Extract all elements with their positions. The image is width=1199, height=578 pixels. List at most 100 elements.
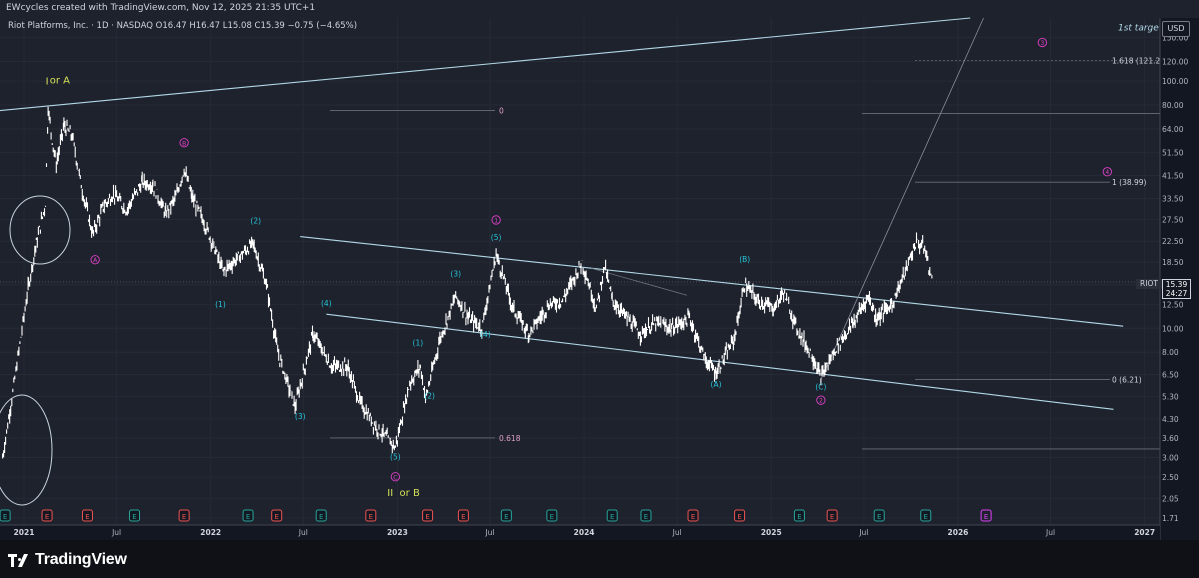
time-tick-label: Jul: [858, 528, 868, 537]
time-tick-label: 2027: [1134, 528, 1155, 537]
tradingview-logo-icon: [8, 553, 30, 567]
price-tick-label: 100.00: [1162, 77, 1188, 86]
price-tick-label: 2.05: [1162, 494, 1179, 503]
earnings-event-marker: [41, 509, 53, 522]
wave-label: 1: [494, 217, 498, 224]
fibonacci-levels: 0 0.618 1.618 (121.29) 1 (38.99) 0 (6.21) 1st…: [0, 23, 1168, 450]
last-price-box: 15.39 24:27: [1162, 279, 1191, 299]
grid-lines: [0, 18, 1160, 525]
wave-label: (1): [215, 300, 226, 309]
wave-label: (3): [450, 269, 461, 278]
earnings-event-icon: E: [369, 513, 373, 521]
wave-label: C: [393, 474, 397, 481]
wave-circle-marker: [816, 395, 826, 405]
wave-label: (4): [321, 299, 332, 308]
last-price-value: 15.39: [1165, 280, 1188, 289]
bar-countdown: 24:27: [1165, 289, 1188, 298]
earnings-event-icon: E: [504, 513, 508, 521]
earnings-event-marker: [546, 509, 558, 522]
time-tick-label: Jul: [484, 528, 494, 537]
time-axis: [0, 525, 1160, 540]
earnings-event-icon: E: [644, 513, 648, 521]
candlestick-series: [2, 106, 933, 459]
price-tick-label: 8.00: [1162, 348, 1179, 357]
price-tick-label: 5.30: [1162, 392, 1179, 401]
earnings-event-marker: [365, 509, 377, 522]
wave-label: (3): [295, 412, 306, 421]
earnings-event-icon: E: [737, 513, 741, 521]
symbol-info-legend: Riot Platforms, Inc. · 1D · NASDAQ O16.4…: [8, 21, 358, 31]
symbol-price-tag: RIOT: [1136, 279, 1162, 289]
earnings-event-icon: E: [182, 513, 186, 521]
wave-label: or B: [400, 488, 420, 499]
time-tick-label: 2023: [387, 528, 408, 537]
price-tick-label: 33.50: [1162, 194, 1184, 203]
price-tick-label: 12.50: [1162, 300, 1184, 309]
chart-area[interactable]: [0, 18, 1160, 525]
earnings-event-marker: [129, 509, 141, 522]
earnings-event-marker: [826, 509, 838, 522]
wave-label: I: [46, 76, 49, 87]
currency-badge[interactable]: USD: [1162, 21, 1190, 37]
wave-label: (A): [711, 380, 722, 389]
highlight-ellipse: [0, 394, 53, 506]
time-tick-label: Jul: [111, 528, 121, 537]
channel-top-line: [300, 236, 1124, 327]
wave-circle-marker: [1102, 167, 1112, 177]
price-tick-label: 120.00: [1162, 58, 1188, 67]
earnings-event-marker: [500, 509, 512, 522]
earnings-event-marker: [793, 509, 805, 522]
price-tick-label: 6.50: [1162, 371, 1179, 380]
wave-label: (5): [390, 452, 401, 461]
earnings-event-icon: E: [274, 513, 278, 521]
earnings-event-marker: [271, 509, 283, 522]
wave-label: 4: [1105, 169, 1109, 176]
time-tick-label: Jul: [1045, 528, 1055, 537]
earnings-event-marker: [606, 509, 618, 522]
earnings-event-marker: [242, 509, 254, 522]
footer-bar: [0, 540, 1199, 578]
wave-label: A: [93, 257, 98, 264]
fib-level-label: 1.618 (121.29): [1112, 56, 1168, 65]
wave-circle-marker: [491, 215, 501, 225]
wave-label: (2): [424, 391, 435, 400]
wave-circle-marker: [90, 255, 100, 265]
time-tick-label: 2025: [761, 528, 782, 537]
wave-label: (2): [250, 217, 261, 226]
axes: 150.00120.00100.0080.0064.0051.5041.5033…: [0, 18, 1199, 540]
earnings-event-marker: [873, 509, 885, 522]
attribution-text: EWcycles created with TradingView.com, N…: [6, 3, 316, 13]
time-tick-label: 2024: [574, 528, 595, 537]
wave-label: (1): [413, 339, 424, 348]
target-label: 1st target: [1118, 23, 1163, 33]
fib-level-label: 0 (6.21): [1112, 375, 1142, 384]
earnings-event-marker: [920, 509, 932, 522]
earnings-event-marker: [0, 509, 11, 522]
wave-circle-marker: [390, 472, 401, 482]
earnings-event-icon: E: [132, 513, 136, 521]
earnings-event-icon: E: [319, 513, 323, 521]
earnings-event-marker: [81, 509, 93, 522]
earnings-event-icon: E: [461, 513, 465, 521]
earnings-event-icon: E: [45, 513, 49, 521]
earnings-event-icon: E: [550, 513, 554, 521]
earnings-event-marker: [640, 509, 652, 522]
wave-label: (B): [739, 255, 750, 264]
price-tick-label: 3.60: [1162, 434, 1179, 443]
earnings-event-icon: E: [3, 513, 7, 521]
price-tick-label: 22.50: [1162, 237, 1184, 246]
earnings-event-marker: [734, 509, 746, 522]
time-tick-label: 2021: [14, 528, 35, 537]
wave-label: or A: [50, 75, 70, 86]
price-tick-label: 41.50: [1162, 172, 1184, 181]
price-tick-label: 10.00: [1162, 324, 1184, 333]
earnings-event-icon: E: [425, 513, 429, 521]
earnings-event-icon: E: [246, 513, 250, 521]
tradingview-logo[interactable]: TradingView: [8, 551, 127, 569]
wave-circle-marker: [179, 138, 189, 148]
earnings-event-icon: E: [924, 513, 928, 521]
